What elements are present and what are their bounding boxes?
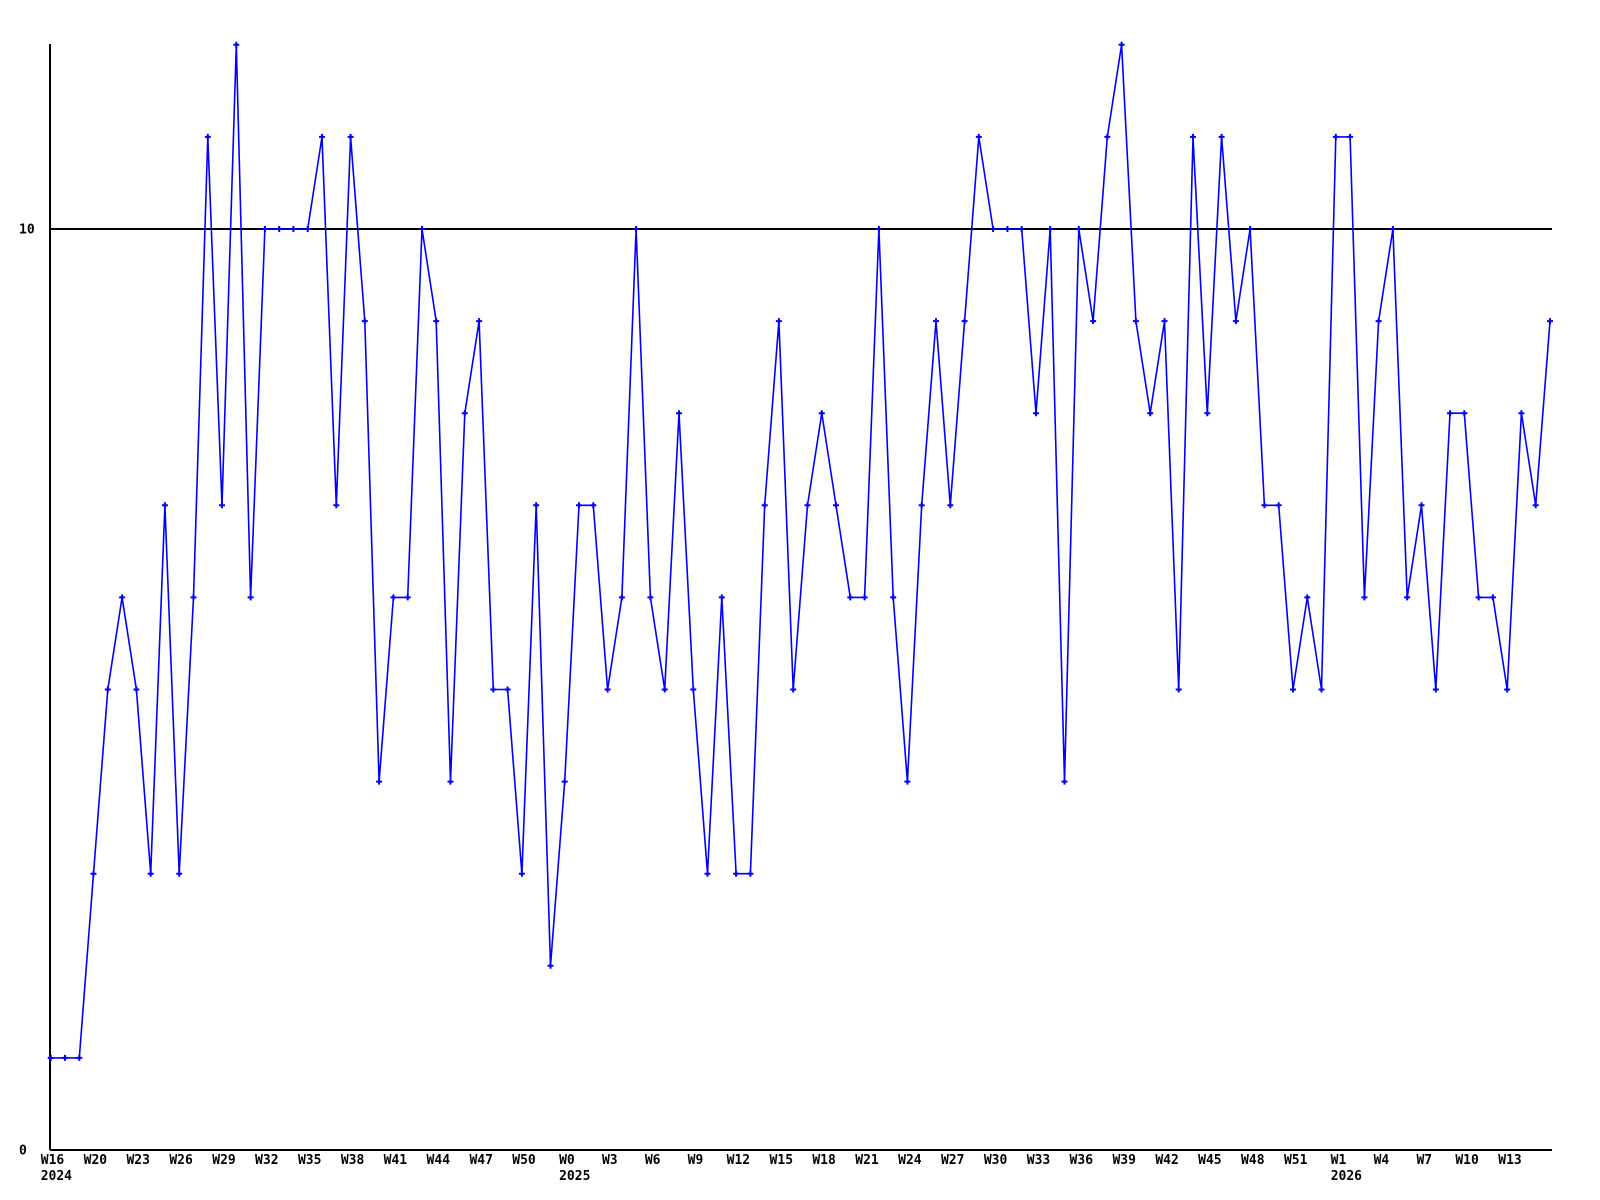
x-tick-label: W26 xyxy=(169,1153,193,1168)
x-tick-label: W7 xyxy=(1416,1153,1432,1168)
x-tick-label: W18 xyxy=(812,1153,836,1168)
x-tick-label: W30 xyxy=(984,1153,1008,1168)
x-year-label: 2024 xyxy=(41,1169,72,1184)
x-tick-label: W12 xyxy=(727,1153,750,1168)
x-tick-label: W38 xyxy=(341,1153,365,1168)
x-tick-label: W21 xyxy=(855,1153,879,1168)
x-tick-label: W20 xyxy=(84,1153,108,1168)
x-tick-label: W16 xyxy=(41,1153,65,1168)
x-tick-label: W15 xyxy=(770,1153,793,1168)
data-series-line xyxy=(50,44,1551,1059)
x-tick-label: W36 xyxy=(1070,1153,1094,1168)
x-tick-label: W23 xyxy=(126,1153,149,1168)
x-tick-label: W10 xyxy=(1455,1153,1479,1168)
x-year-label: 2025 xyxy=(559,1169,590,1184)
x-tick-label: W41 xyxy=(384,1153,408,1168)
x-tick-label: W9 xyxy=(688,1153,704,1168)
x-tick-label: W39 xyxy=(1112,1153,1135,1168)
x-axis-tick-labels: W16 W20 W23 W26 W29 W32 W35 W38 W41 W44 W47 W50 W0 W3… xyxy=(41,1153,1522,1184)
x-year-label: 2026 xyxy=(1331,1169,1362,1184)
y-axis-tick-labels: 0 10 xyxy=(19,223,35,1159)
x-tick-label: W50 xyxy=(512,1153,536,1168)
x-tick-label: W0 xyxy=(559,1153,575,1168)
x-tick-label: W47 xyxy=(469,1153,492,1168)
y-tick-label: 0 xyxy=(19,1144,27,1159)
x-tick-label: W27 xyxy=(941,1153,964,1168)
data-point-markers xyxy=(47,41,1553,1061)
x-tick-label: W42 xyxy=(1155,1153,1178,1168)
x-tick-label: W29 xyxy=(212,1153,235,1168)
x-tick-label: W6 xyxy=(645,1153,661,1168)
x-tick-label: W32 xyxy=(255,1153,278,1168)
axes xyxy=(49,44,1552,1151)
x-tick-label: W1 xyxy=(1331,1153,1347,1168)
x-tick-label: W51 xyxy=(1284,1153,1308,1168)
x-tick-label: W44 xyxy=(427,1153,451,1168)
x-tick-label: W33 xyxy=(1027,1153,1050,1168)
x-tick-label: W48 xyxy=(1241,1153,1265,1168)
y-tick-label: 10 xyxy=(19,223,35,238)
x-tick-label: W45 xyxy=(1198,1153,1221,1168)
x-tick-label: W13 xyxy=(1498,1153,1521,1168)
x-tick-label: W3 xyxy=(602,1153,618,1168)
x-tick-label: W35 xyxy=(298,1153,321,1168)
x-tick-label: W24 xyxy=(898,1153,922,1168)
x-tick-label: W4 xyxy=(1374,1153,1390,1168)
